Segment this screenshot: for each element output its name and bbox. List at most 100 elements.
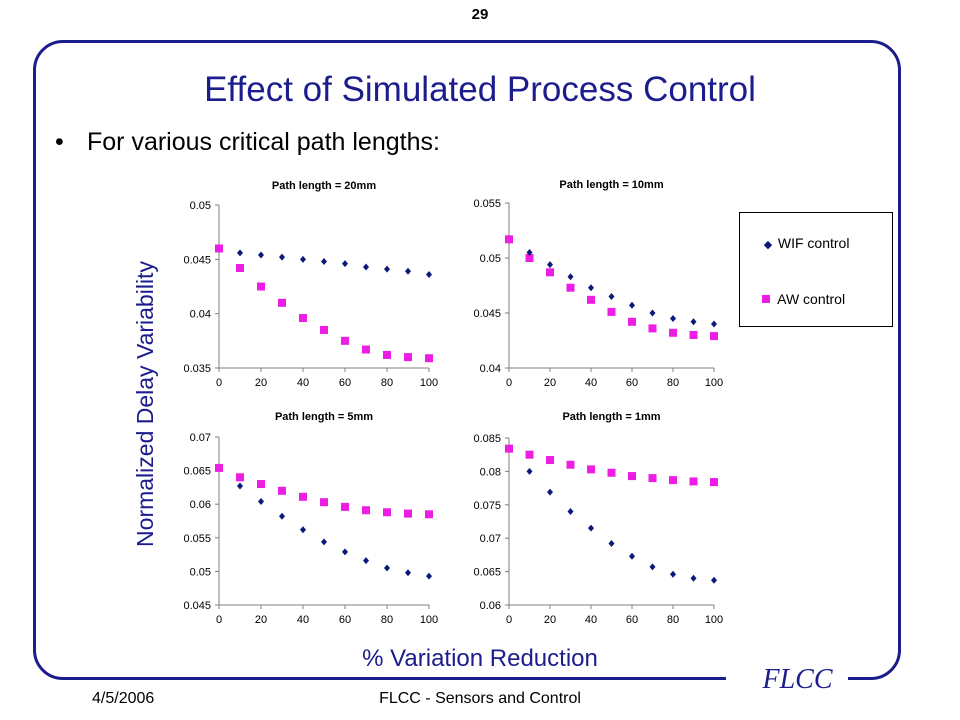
wif-control-point	[405, 267, 411, 275]
x-tick-label: 0	[216, 614, 222, 626]
aw-control-point	[587, 465, 595, 474]
wif-control-point	[547, 488, 553, 496]
x-tick-label: 100	[705, 377, 723, 389]
wif-control-point	[649, 309, 656, 317]
y-tick-label: 0.085	[473, 433, 501, 445]
aw-control-point	[648, 474, 657, 483]
legend: ◆ WIF control AW control	[739, 212, 893, 327]
wif-control-point	[342, 260, 348, 268]
legend-item-aw: AW control	[762, 291, 845, 307]
wif-control-point	[629, 301, 635, 309]
wif-control-point	[526, 467, 533, 475]
wif-control-point	[321, 258, 327, 266]
aw-control-point	[425, 510, 433, 519]
x-tick-label: 40	[297, 377, 309, 389]
aw-control-point	[341, 336, 349, 345]
wif-control-point	[405, 569, 411, 577]
wif-control-point	[363, 557, 369, 565]
aw-control-point	[404, 353, 412, 362]
aw-control-point	[320, 325, 328, 334]
aw-control-point	[383, 350, 391, 359]
x-axis-label: % Variation Reduction	[362, 645, 598, 672]
legend-label-wif: WIF control	[777, 235, 850, 251]
slide-title: Effect of Simulated Process Control	[204, 70, 756, 109]
wif-control-point	[342, 548, 348, 556]
wif-control-point	[526, 249, 533, 256]
x-tick-label: 100	[705, 614, 723, 626]
y-tick-label: 0.07	[190, 432, 211, 444]
aw-control-point	[566, 283, 575, 292]
y-tick-label: 0.035	[183, 363, 211, 375]
wif-control-point	[384, 265, 390, 273]
wif-control-point	[300, 526, 306, 534]
aw-control-point	[257, 480, 265, 489]
aw-control-point	[505, 444, 513, 453]
wif-control-point	[629, 552, 635, 560]
x-tick-label: 20	[544, 614, 556, 626]
aw-control-point	[299, 314, 307, 323]
y-tick-label: 0.045	[473, 308, 501, 320]
aw-control-point	[362, 506, 370, 515]
wif-control-point	[547, 261, 553, 269]
y-tick-label: 0.05	[480, 253, 501, 265]
y-tick-label: 0.04	[190, 309, 211, 321]
wif-control-point	[567, 507, 574, 515]
aw-control-point	[215, 463, 223, 472]
wif-control-point	[279, 253, 285, 261]
wif-control-point	[670, 570, 676, 578]
x-tick-label: 80	[667, 614, 679, 626]
wif-control-point	[363, 263, 369, 271]
aw-control-point	[362, 345, 370, 354]
y-tick-label: 0.055	[473, 198, 501, 210]
aw-control-point	[607, 307, 616, 316]
x-tick-label: 60	[339, 614, 351, 626]
x-tick-label: 20	[255, 614, 267, 626]
aw-control-point	[546, 268, 554, 277]
y-tick-label: 0.08	[480, 466, 501, 478]
chart-title: Path length = 1mm	[562, 411, 660, 423]
wif-control-point	[608, 293, 615, 300]
y-tick-label: 0.05	[190, 566, 211, 578]
diamond-marker-icon: ◆	[763, 239, 773, 251]
wif-control-point	[711, 320, 717, 328]
wif-control-point	[426, 271, 432, 279]
frame-gap	[726, 670, 848, 692]
x-tick-label: 80	[381, 614, 393, 626]
aw-control-point	[710, 478, 718, 487]
aw-control-point	[628, 472, 636, 481]
wif-control-point	[300, 255, 306, 263]
aw-control-point	[546, 456, 554, 465]
x-tick-label: 0	[506, 377, 512, 389]
aw-control-point	[587, 295, 595, 304]
x-tick-label: 0	[216, 377, 222, 389]
aw-control-point	[525, 254, 534, 262]
wif-control-point	[608, 540, 615, 548]
y-tick-label: 0.04	[480, 363, 501, 375]
legend-item-wif: ◆ WIF control	[762, 235, 850, 251]
x-tick-label: 40	[297, 614, 309, 626]
y-tick-label: 0.05	[190, 200, 211, 212]
aw-control-point	[607, 468, 616, 477]
x-tick-label: 80	[667, 377, 679, 389]
aw-control-point	[278, 486, 286, 495]
aw-control-point	[566, 460, 575, 469]
y-tick-label: 0.065	[183, 466, 211, 478]
aw-control-point	[236, 264, 244, 273]
aw-control-point	[425, 354, 433, 363]
wif-control-point	[279, 512, 285, 520]
wif-control-point	[237, 482, 243, 490]
x-tick-label: 40	[585, 614, 597, 626]
wif-control-point	[321, 538, 327, 546]
x-tick-label: 60	[626, 377, 638, 389]
aw-control-point	[320, 498, 328, 507]
wif-control-point	[588, 524, 594, 532]
aw-control-point	[669, 476, 677, 485]
x-tick-label: 60	[626, 614, 638, 626]
wif-control-point	[690, 574, 697, 582]
wif-control-point	[711, 576, 717, 584]
x-tick-label: 60	[339, 377, 351, 389]
wif-control-point	[237, 249, 243, 257]
page-number: 29	[471, 6, 489, 23]
y-tick-label: 0.06	[190, 499, 211, 511]
